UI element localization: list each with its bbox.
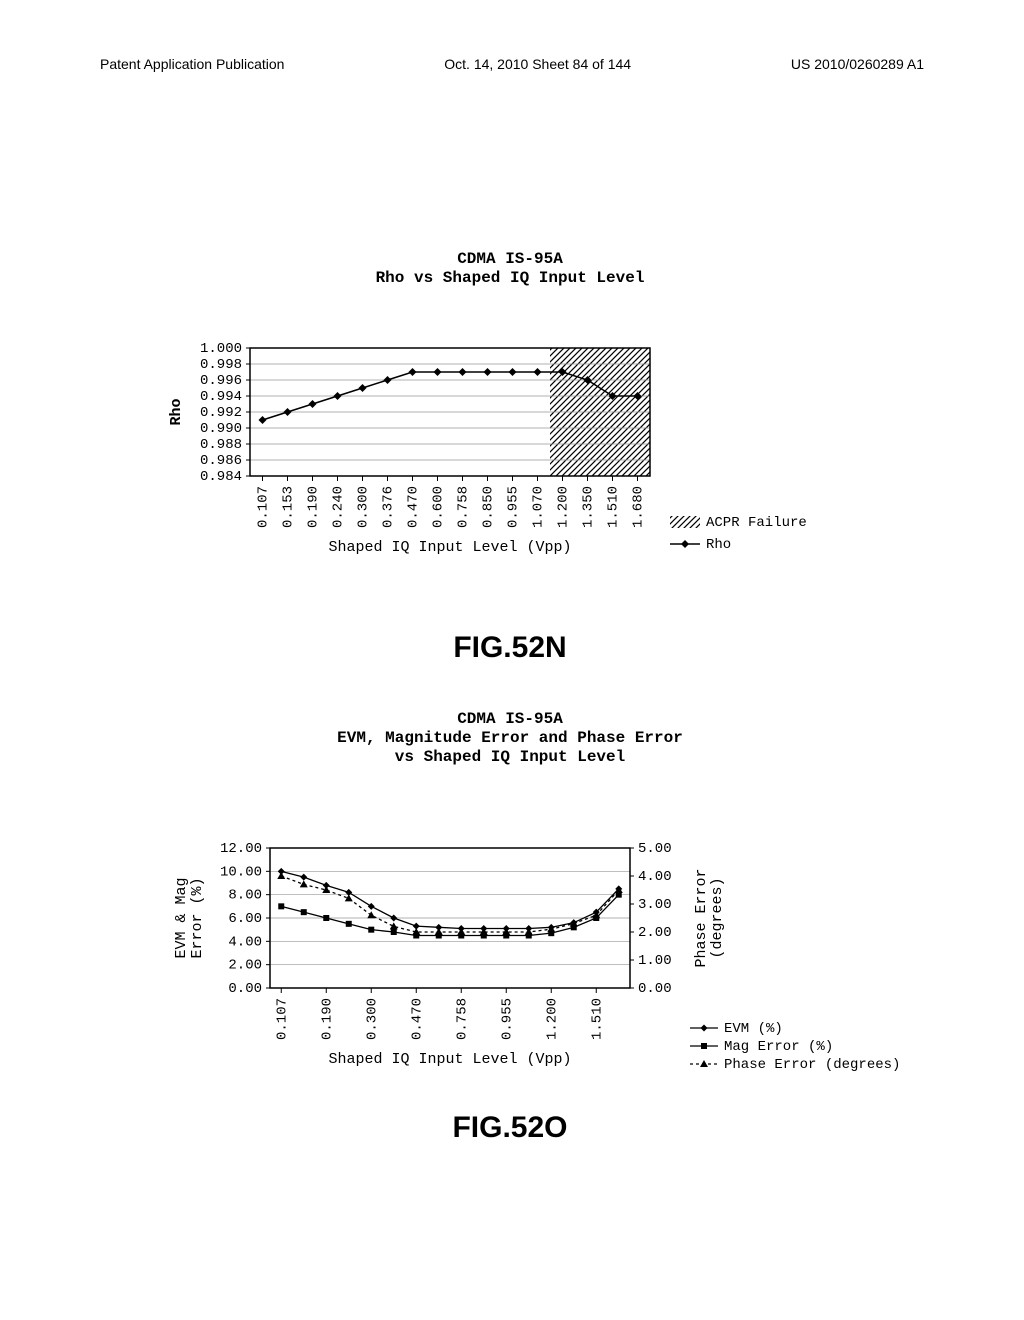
chart2-svg: 0.00 2.00 4.00 6.00 8.00 10.00 12.00 0.00 1.00 2.… [120,768,900,1098]
chart2-title: CDMA IS-95A EVM, Magnitude Error and Pha… [120,710,900,768]
svg-text:0.300: 0.300 [364,998,380,1040]
svg-text:EVM & MagError (%): EVM & MagError (%) [173,877,206,958]
svg-text:ACPR Failure: ACPR Failure [706,515,807,531]
svg-text:Mag Error (%): Mag Error (%) [724,1039,833,1055]
svg-text:0.990: 0.990 [200,421,242,437]
chart1-title-line2: Rho vs Shaped IQ Input Level [120,269,900,288]
svg-text:0.00: 0.00 [638,981,672,997]
svg-text:4.00: 4.00 [638,869,672,885]
svg-text:2.00: 2.00 [638,925,672,941]
chart1-title: CDMA IS-95A Rho vs Shaped IQ Input Level [120,250,900,288]
svg-text:0.998: 0.998 [200,357,242,373]
svg-text:0.994: 0.994 [200,389,242,405]
svg-text:0.955: 0.955 [506,486,522,528]
svg-text:Phase Error (degrees): Phase Error (degrees) [724,1057,900,1073]
svg-text:Shaped IQ Input Level (Vpp): Shaped IQ Input Level (Vpp) [328,1051,571,1068]
svg-text:0.988: 0.988 [200,437,242,453]
chart2-title-line1: CDMA IS-95A [120,710,900,729]
svg-text:1.350: 1.350 [581,486,597,528]
svg-text:1.680: 1.680 [631,486,647,528]
svg-text:0.955: 0.955 [499,998,515,1040]
svg-text:0.600: 0.600 [431,486,447,528]
svg-text:0.376: 0.376 [381,486,397,528]
header-center: Oct. 14, 2010 Sheet 84 of 144 [444,56,631,72]
svg-text:0.984: 0.984 [200,469,242,485]
svg-text:0.240: 0.240 [331,486,347,528]
svg-text:0.00: 0.00 [228,981,262,997]
svg-text:5.00: 5.00 [638,841,672,857]
svg-text:Rho: Rho [168,399,185,426]
svg-text:2.00: 2.00 [228,957,262,973]
page-header: Patent Application Publication Oct. 14, … [0,56,1024,72]
svg-text:Phase Error(degrees): Phase Error(degrees) [693,868,726,967]
svg-text:0.470: 0.470 [406,486,422,528]
svg-text:1.510: 1.510 [589,998,605,1040]
svg-text:0.470: 0.470 [409,998,425,1040]
svg-text:Shaped IQ Input Level (Vpp): Shaped IQ Input Level (Vpp) [328,539,571,556]
chart-evm: CDMA IS-95A EVM, Magnitude Error and Pha… [120,710,900,1145]
svg-text:1.000: 1.000 [200,341,242,357]
svg-text:0.190: 0.190 [306,486,322,528]
chart1-title-line1: CDMA IS-95A [120,250,900,269]
svg-text:3.00: 3.00 [638,897,672,913]
svg-text:EVM (%): EVM (%) [724,1021,783,1037]
chart-rho: CDMA IS-95A Rho vs Shaped IQ Input Level… [120,250,900,665]
svg-text:0.300: 0.300 [356,486,372,528]
svg-text:1.510: 1.510 [606,486,622,528]
svg-text:1.200: 1.200 [556,486,572,528]
svg-text:4.00: 4.00 [228,934,262,950]
header-left: Patent Application Publication [100,56,284,72]
svg-text:0.986: 0.986 [200,453,242,469]
svg-text:0.992: 0.992 [200,405,242,421]
svg-text:10.00: 10.00 [220,864,262,880]
svg-text:0.758: 0.758 [454,998,470,1040]
svg-text:1.00: 1.00 [638,953,672,969]
chart1-svg: 0.9840.9860.9880.9900.9920.9940.9960.998… [120,288,900,618]
svg-text:0.996: 0.996 [200,373,242,389]
svg-text:8.00: 8.00 [228,887,262,903]
svg-text:0.850: 0.850 [481,486,497,528]
svg-text:0.153: 0.153 [281,486,297,528]
chart2-fig-label: FIG.52O [120,1111,900,1145]
svg-text:12.00: 12.00 [220,841,262,857]
svg-text:6.00: 6.00 [228,911,262,927]
header-right: US 2010/0260289 A1 [791,56,924,72]
svg-text:0.107: 0.107 [256,486,272,528]
svg-text:Rho: Rho [706,537,731,553]
svg-text:0.190: 0.190 [319,998,335,1040]
svg-text:0.758: 0.758 [456,486,472,528]
svg-text:1.200: 1.200 [544,998,560,1040]
chart2-title-line2: EVM, Magnitude Error and Phase Error [120,729,900,748]
chart2-title-line3: vs Shaped IQ Input Level [120,748,900,767]
chart1-fig-label: FIG.52N [120,631,900,665]
svg-text:1.070: 1.070 [531,486,547,528]
svg-text:0.107: 0.107 [274,998,290,1040]
